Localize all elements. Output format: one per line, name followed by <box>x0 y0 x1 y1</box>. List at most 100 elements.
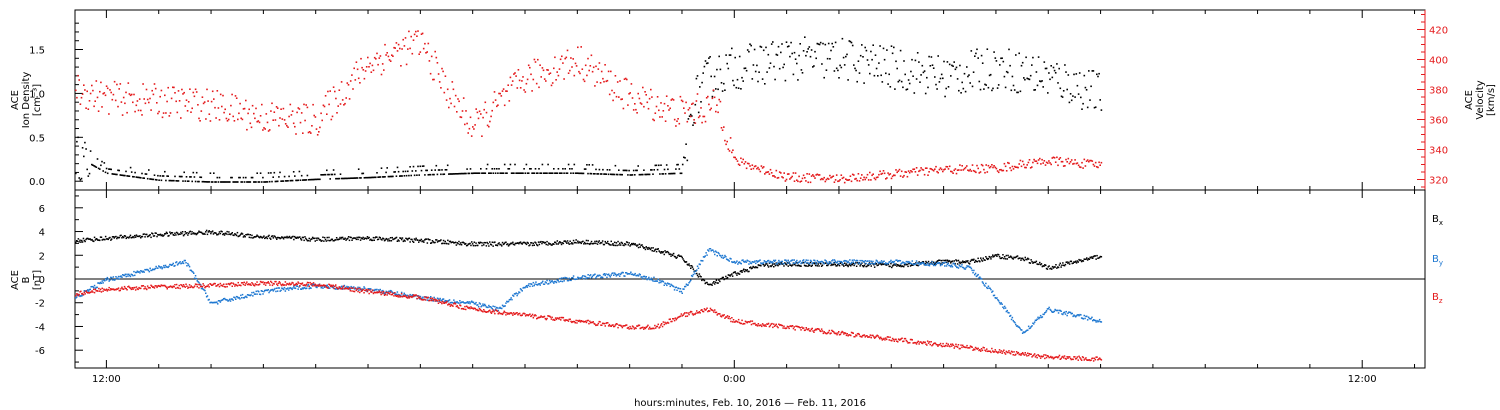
data-point <box>372 176 375 179</box>
data-point <box>566 279 569 282</box>
data-point <box>366 236 369 238</box>
data-point <box>609 244 612 246</box>
data-point <box>851 44 854 47</box>
data-point <box>564 168 566 170</box>
data-point <box>915 167 918 169</box>
data-point <box>452 241 454 243</box>
data-point <box>465 302 467 304</box>
data-point <box>248 108 250 111</box>
data-point <box>477 117 480 120</box>
data-point <box>1004 165 1007 168</box>
data-point <box>535 314 537 317</box>
data-point <box>1037 159 1040 161</box>
data-point <box>84 293 86 295</box>
data-point <box>565 172 568 174</box>
data-point <box>436 62 439 64</box>
data-point <box>181 232 183 235</box>
data-point <box>454 303 457 305</box>
data-point <box>1072 95 1074 97</box>
data-point <box>783 262 785 265</box>
data-point <box>101 239 103 241</box>
data-point <box>1014 321 1016 324</box>
data-point <box>243 107 246 110</box>
data-point <box>796 262 799 265</box>
data-point <box>666 322 668 324</box>
data-point <box>941 263 943 266</box>
data-point <box>513 172 515 174</box>
data-point <box>97 110 100 112</box>
data-point <box>639 274 641 276</box>
data-point <box>750 262 753 265</box>
data-point <box>560 277 563 279</box>
data-point <box>963 268 966 270</box>
data-point <box>295 282 298 285</box>
data-point <box>612 272 614 274</box>
data-point <box>822 178 824 181</box>
data-point <box>1062 264 1065 267</box>
data-point <box>458 302 460 304</box>
data-point <box>76 96 78 99</box>
data-point <box>592 66 595 69</box>
data-point <box>413 174 416 177</box>
data-point <box>492 309 494 311</box>
data-point <box>762 166 765 168</box>
data-point <box>407 296 410 298</box>
data-point <box>906 88 909 90</box>
data-point <box>246 294 249 296</box>
data-point <box>343 104 345 106</box>
data-point <box>545 318 547 321</box>
data-point <box>529 313 531 315</box>
data-point <box>583 275 586 277</box>
data-point <box>219 301 222 303</box>
data-point <box>612 324 614 326</box>
data-point <box>494 172 497 174</box>
data-point <box>704 60 707 62</box>
data-point <box>492 101 495 104</box>
data-point <box>915 260 918 262</box>
data-point <box>1066 161 1068 163</box>
top-right-axis-label: ACEVelocity[km/s] <box>1464 80 1497 119</box>
data-point <box>279 282 281 284</box>
data-point <box>443 91 446 94</box>
data-point <box>219 181 222 183</box>
data-point <box>94 287 97 290</box>
data-point <box>648 97 651 100</box>
data-point <box>621 173 623 176</box>
data-point <box>706 281 708 284</box>
data-point <box>965 266 967 269</box>
data-point <box>301 287 304 289</box>
data-point <box>472 308 475 310</box>
data-point <box>887 262 890 265</box>
data-point <box>806 51 808 53</box>
data-point <box>624 325 626 327</box>
data-point <box>456 301 458 303</box>
data-point <box>778 67 781 70</box>
data-point <box>623 325 625 327</box>
data-point <box>554 317 557 319</box>
data-point <box>1054 72 1057 74</box>
data-point <box>841 261 843 264</box>
data-point <box>993 255 996 257</box>
data-point <box>465 172 467 175</box>
data-point <box>777 264 779 267</box>
data-point <box>428 173 431 176</box>
data-point <box>223 181 225 183</box>
data-point <box>651 279 653 281</box>
data-point <box>150 178 152 180</box>
data-point <box>671 253 673 256</box>
data-point <box>438 169 441 171</box>
data-point <box>992 254 994 256</box>
data-point <box>592 321 594 323</box>
data-point <box>962 87 965 90</box>
data-point <box>341 287 344 289</box>
data-point <box>526 172 529 174</box>
data-point <box>475 108 477 110</box>
data-point <box>80 177 83 180</box>
data-point <box>240 232 243 234</box>
data-point <box>584 243 587 245</box>
data-point <box>515 75 517 77</box>
data-point <box>88 172 91 175</box>
data-point <box>341 285 343 288</box>
data-point <box>890 259 892 262</box>
data-point <box>927 86 929 89</box>
